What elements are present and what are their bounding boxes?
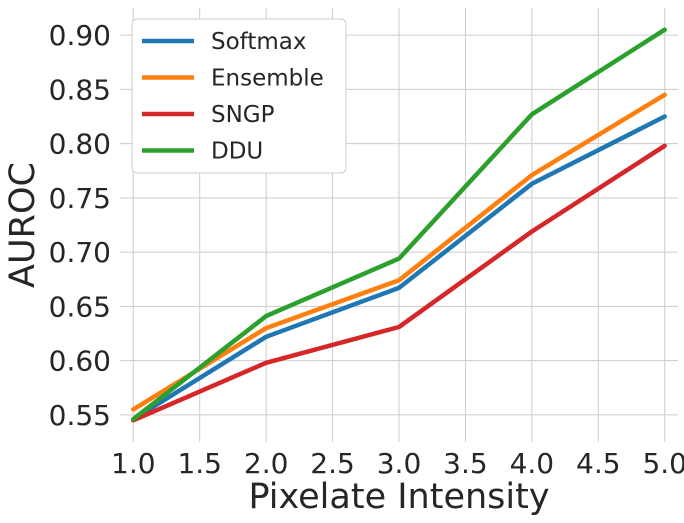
y-tick-label: 0.80 (49, 128, 111, 161)
legend-label-ensemble: Ensemble (211, 66, 324, 92)
legend-label-softmax: Softmax (211, 29, 307, 55)
x-tick-label: 2.0 (244, 447, 289, 480)
y-tick-label: 0.85 (49, 73, 111, 106)
y-tick-label: 0.60 (49, 345, 111, 378)
x-tick-label: 3.5 (443, 447, 488, 480)
x-tick-label: 1.5 (177, 447, 222, 480)
y-axis-title: AUROC (3, 162, 43, 288)
legend-label-sngp: SNGP (211, 102, 275, 128)
x-tick-labels: 1.0 1.5 2.0 2.5 3.0 3.5 4.0 4.5 5.0 (111, 447, 684, 480)
y-tick-label: 0.70 (49, 236, 111, 269)
series-line-softmax (131, 114, 667, 422)
x-tick-label: 4.5 (576, 447, 621, 480)
series-line-ensemble (131, 92, 667, 412)
legend-label-ddu: DDU (211, 139, 263, 165)
legend: Softmax Ensemble SNGP DDU (131, 18, 347, 174)
y-tick-labels: 0.55 0.60 0.65 0.70 0.75 0.80 0.85 0.90 (49, 19, 111, 432)
x-tick-label: 1.0 (111, 447, 156, 480)
x-tick-label: 5.0 (642, 447, 684, 480)
x-axis-title: Pixelate Intensity (248, 477, 549, 517)
series-line-sngp (131, 143, 667, 423)
x-tick-label: 3.0 (377, 447, 422, 480)
series-lines (131, 27, 667, 423)
series-line-ddu (131, 27, 667, 422)
y-tick-label: 0.55 (49, 399, 111, 432)
legend-box (131, 18, 347, 174)
x-tick-label: 4.0 (510, 447, 555, 480)
y-tick-label: 0.65 (49, 290, 111, 323)
y-tick-label: 0.75 (49, 182, 111, 215)
y-tick-label: 0.90 (49, 19, 111, 52)
x-tick-label: 2.5 (310, 447, 355, 480)
